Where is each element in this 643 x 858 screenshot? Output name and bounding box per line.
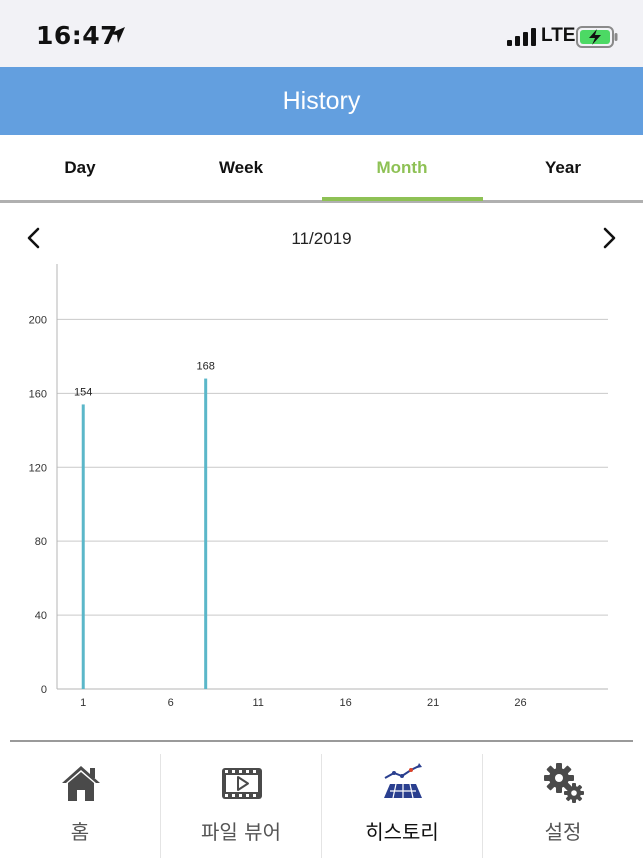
chart-y-tick-label: 80 [35,536,47,548]
chart-y-tick-label: 160 [29,388,47,400]
nav-item-history[interactable]: 히스토리 [322,742,482,858]
nav-label-home: 홈 [70,820,90,844]
status-time: 16:47 [36,21,119,50]
chart-bar [204,378,208,689]
network-type: LTE [541,25,576,46]
tab-week[interactable]: Week [218,158,264,177]
bottom-divider [10,740,633,742]
status-bar: 16:47 LTE [0,0,643,67]
header-bar: History [0,67,643,135]
chart-data-label: 168 [197,361,215,373]
chart-x-tick-label: 16 [339,697,351,709]
nav-item-home[interactable]: 홈 [0,742,160,858]
chart-x-tick-label: 6 [168,697,174,709]
tab-month[interactable]: Month [376,158,428,177]
period-tabs: Day Week Month Year [0,135,643,203]
bottom-nav: 홈 파일 뷰어 히스토리 [0,742,643,858]
period-label: 11/2019 [291,229,352,248]
active-tab-indicator [322,197,483,201]
nav-label-file-viewer: 파일 뷰어 [201,820,281,844]
location-arrow-icon [109,27,125,43]
chart-y-tick-label: 120 [29,462,47,474]
nav-label-history: 히스토리 [365,820,439,844]
tab-year[interactable]: Year [545,158,581,177]
chart-x-tick-label: 1 [80,697,86,709]
nav-item-file-viewer[interactable]: 파일 뷰어 [161,742,321,858]
chevron-right-icon[interactable] [598,227,620,249]
nav-separator [321,754,322,858]
chart-y-tick-label: 200 [29,314,47,326]
period-navigator: 11/2019 [0,203,643,263]
chart-y-tick-label: 40 [35,610,47,622]
tab-day[interactable]: Day [64,158,96,177]
chart-x-tick-label: 11 [252,697,263,709]
chevron-left-icon[interactable] [23,227,45,249]
chart-y-tick-label: 0 [41,684,47,696]
nav-item-settings[interactable]: 설정 [483,742,643,858]
gears-icon [544,763,584,803]
video-player-icon [222,768,262,799]
home-icon [62,766,100,801]
chart-data-label: 154 [74,386,92,398]
signal-bars-icon [507,28,536,46]
chart-bar [81,404,85,689]
battery-charging-icon [576,26,618,48]
page-title: History [282,87,361,115]
nav-separator [482,754,483,858]
chart-x-tick-label: 21 [427,697,439,709]
chart-x-tick-label: 26 [514,697,526,709]
solar-panel-chart-icon [384,763,422,799]
nav-separator [160,754,161,858]
nav-label-settings: 설정 [544,820,582,844]
